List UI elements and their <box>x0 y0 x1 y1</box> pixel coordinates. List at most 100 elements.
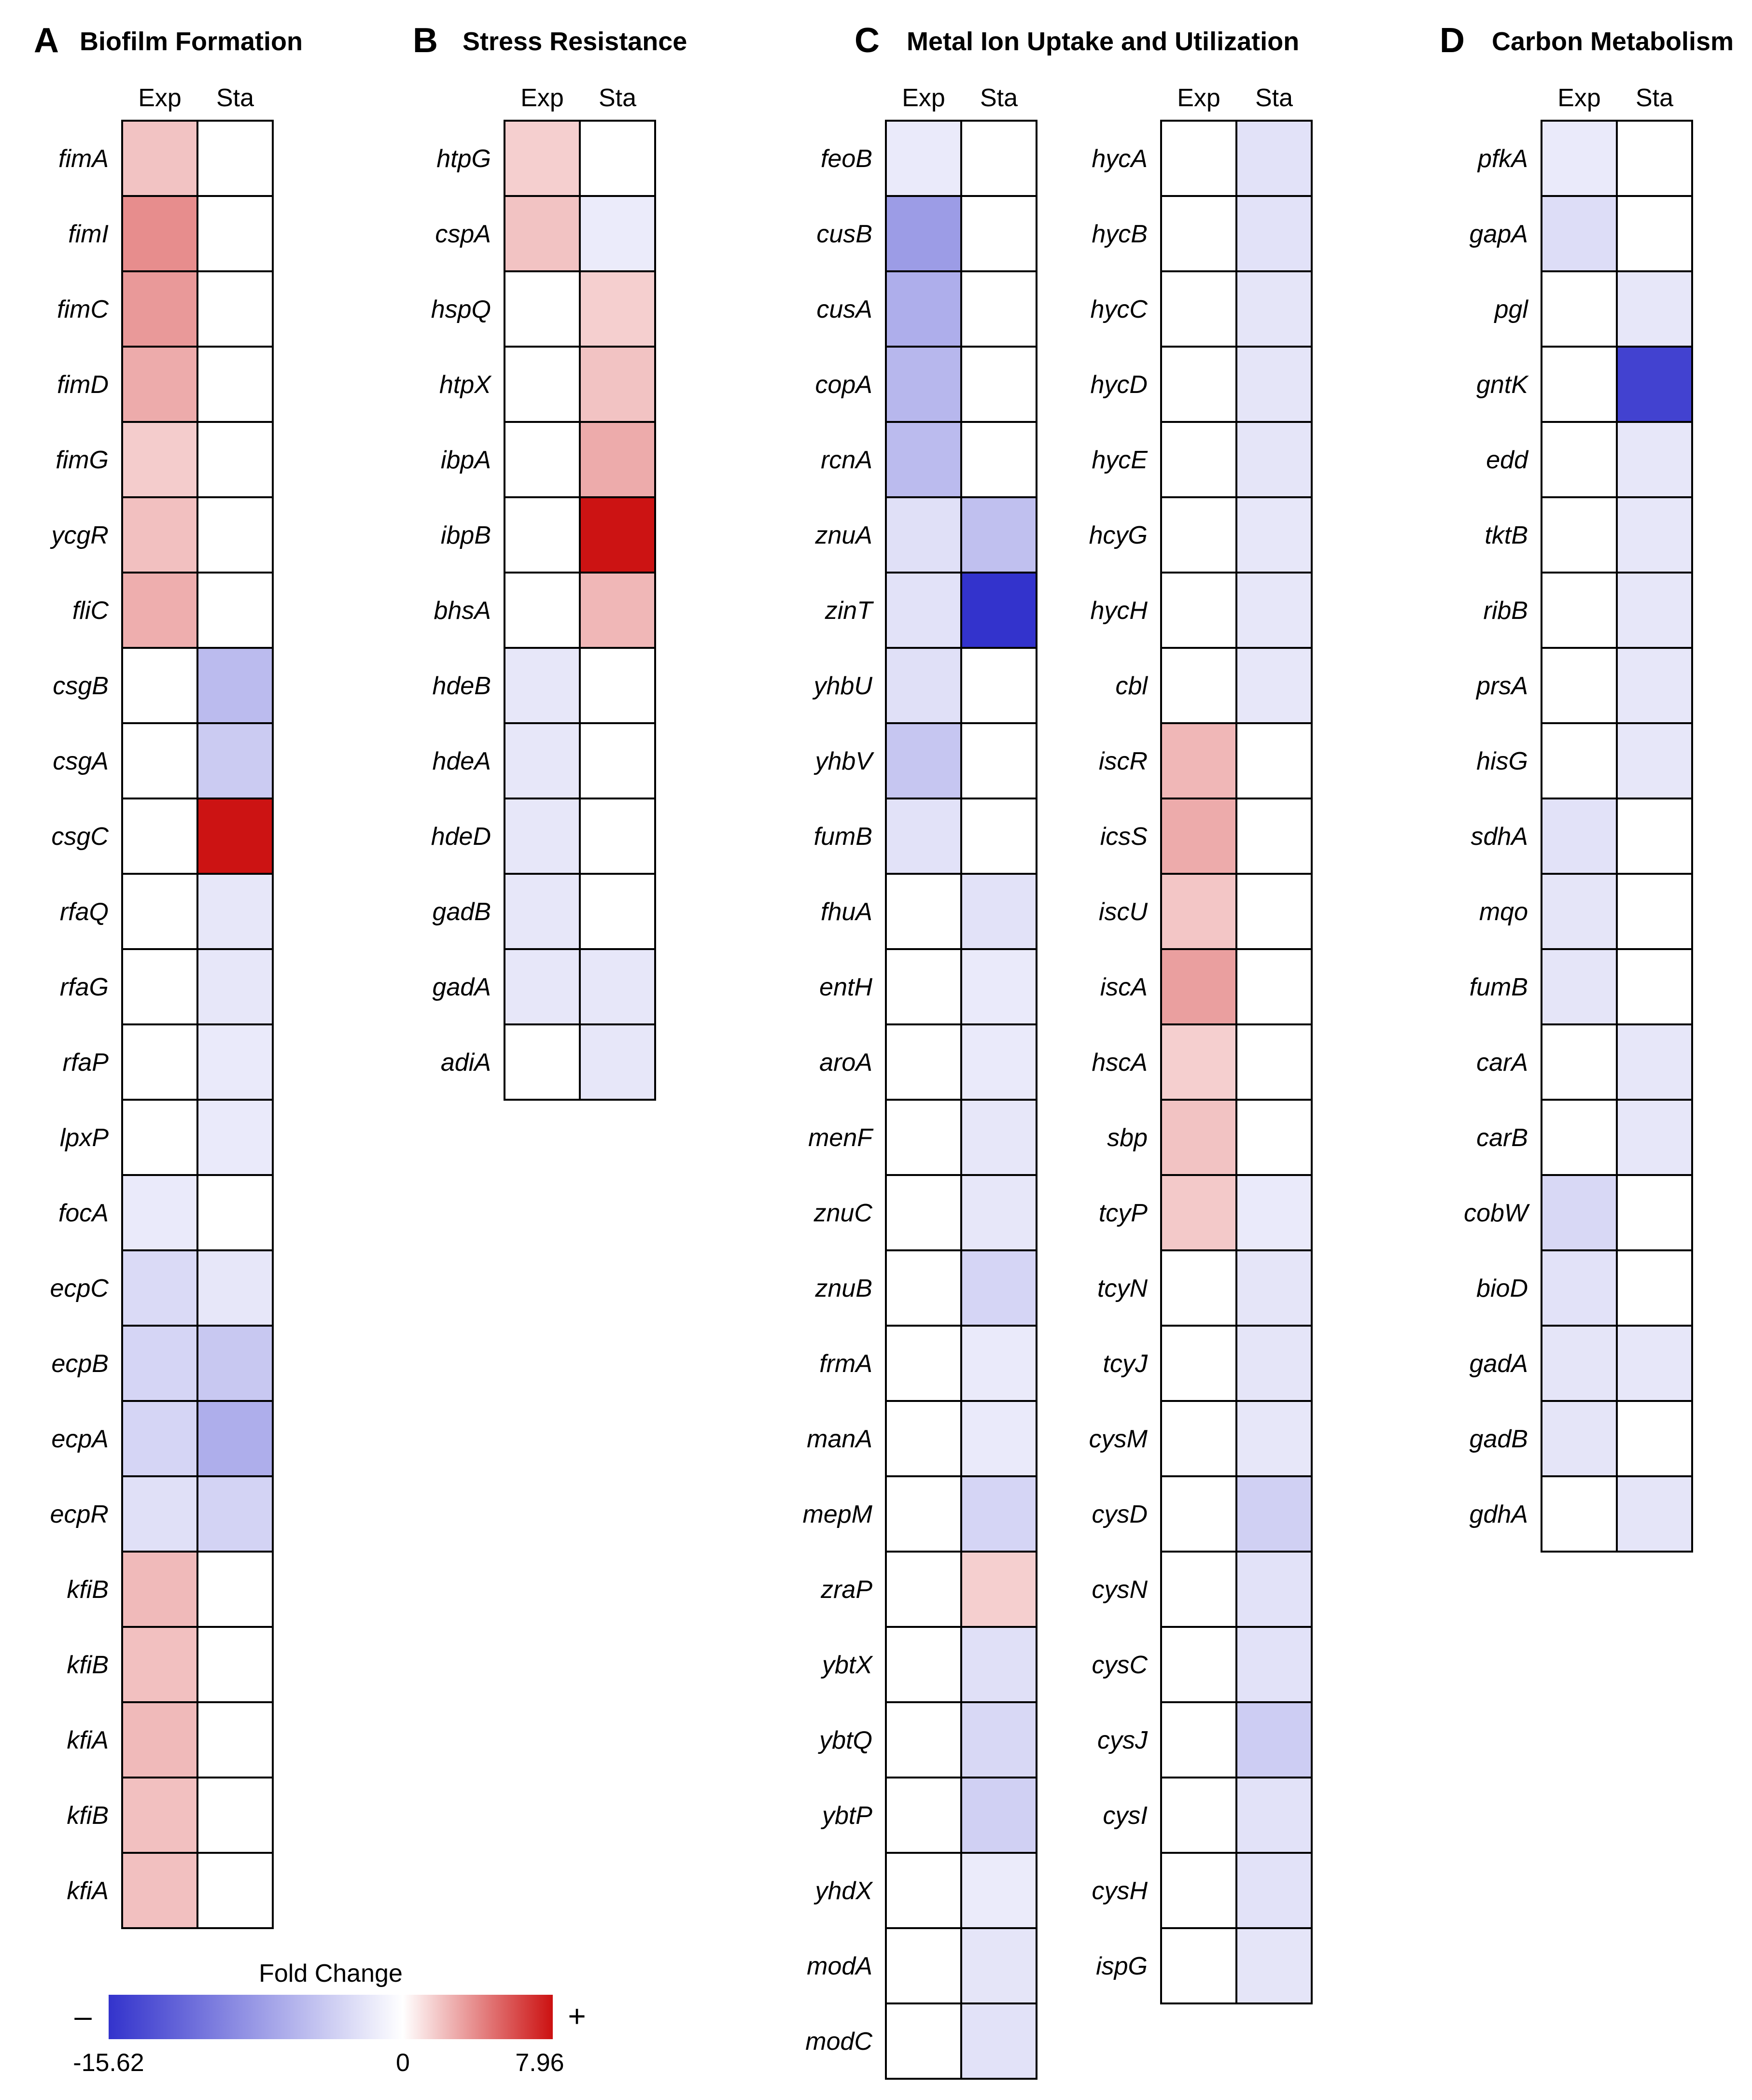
heatmap-cell <box>960 948 1037 1025</box>
heatmap-cell <box>579 798 656 875</box>
heatmap-cell <box>1235 722 1313 799</box>
heatmap-cell <box>196 1099 274 1176</box>
heatmap-cell <box>121 1701 198 1778</box>
heatmap-cell <box>196 496 274 574</box>
heatmap-cell <box>121 1174 198 1251</box>
heatmap-cell <box>1235 1551 1313 1628</box>
gene-label: tcyJ <box>1103 1350 1148 1378</box>
gene-label: hycD <box>1091 371 1148 399</box>
gene-label: fimA <box>58 145 109 173</box>
heatmap-cell <box>121 1099 198 1176</box>
heatmap-cell <box>1541 948 1618 1025</box>
heatmap-cell <box>579 195 656 272</box>
heatmap-cell <box>1541 1023 1618 1101</box>
heatmap-cell <box>885 496 962 574</box>
gene-label: prsA <box>1475 672 1528 700</box>
heatmap-cell <box>1235 195 1313 272</box>
gene-label: cysC <box>1092 1651 1148 1679</box>
heatmap-cell <box>1616 948 1693 1025</box>
heatmap-cell <box>1541 1099 1618 1176</box>
legend-max-label: 7.96 <box>515 2049 564 2077</box>
column-header-exp: Exp <box>1177 84 1220 112</box>
heatmap-cell <box>121 195 198 272</box>
column-header-sta: Sta <box>1255 84 1293 112</box>
heatmap-cell <box>579 572 656 649</box>
gene-label: hdeD <box>431 823 491 851</box>
heatmap-cell <box>1541 647 1618 724</box>
heatmap-cell <box>960 2002 1037 2080</box>
heatmap-cell <box>1235 873 1313 950</box>
heatmap-cell <box>504 496 581 574</box>
gene-label: hycH <box>1091 597 1148 625</box>
heatmap-cell <box>121 346 198 423</box>
gene-label: yhbV <box>813 747 874 775</box>
gene-label: menF <box>808 1124 874 1152</box>
gene-label: fimG <box>56 446 109 474</box>
heatmap-cell <box>504 1023 581 1101</box>
heatmap-cell <box>885 1325 962 1402</box>
heatmap-cell <box>579 270 656 348</box>
heatmap-cell <box>1616 270 1693 348</box>
gene-label: gadA <box>1470 1350 1528 1378</box>
heatmap-cell <box>885 1551 962 1628</box>
heatmap-cell <box>196 1325 274 1402</box>
heatmap-cell <box>196 346 274 423</box>
heatmap-cell <box>121 120 198 197</box>
heatmap-cell <box>1160 722 1237 799</box>
panel-letter: B <box>413 21 438 60</box>
gene-label: rfaQ <box>60 898 109 926</box>
heatmap-cell <box>1541 798 1618 875</box>
heatmap-cell <box>885 1023 962 1101</box>
heatmap-cell <box>196 1249 274 1327</box>
gene-label: bhsA <box>434 597 491 625</box>
heatmap-cell <box>1235 1927 1313 2004</box>
gene-label: kfiB <box>67 1576 109 1604</box>
gene-label: iscR <box>1099 747 1148 775</box>
gene-label: ispG <box>1096 1952 1148 1980</box>
gene-label: aroA <box>819 1049 872 1077</box>
heatmap-cell <box>1616 421 1693 498</box>
heatmap-cell <box>1160 798 1237 875</box>
heatmap-cell <box>1160 1174 1237 1251</box>
gene-label: tktB <box>1485 521 1528 549</box>
gene-label: csgB <box>53 672 109 700</box>
gene-label: lpxP <box>60 1124 109 1152</box>
heatmap-cell <box>1616 195 1693 272</box>
heatmap-cell <box>504 722 581 799</box>
heatmap-cell <box>1616 572 1693 649</box>
heatmap-cell <box>960 195 1037 272</box>
heatmap-cell <box>1616 798 1693 875</box>
heatmap-cell <box>196 1174 274 1251</box>
heatmap-cell <box>504 346 581 423</box>
column-header-sta: Sta <box>1636 84 1673 112</box>
gene-label: gntK <box>1476 371 1529 399</box>
heatmap-cell <box>1160 421 1237 498</box>
panel-title: Stress Resistance <box>463 27 687 56</box>
heatmap-cell <box>196 798 274 875</box>
heatmap-cell <box>885 421 962 498</box>
heatmap-cell <box>1541 572 1618 649</box>
heatmap-cell <box>1160 195 1237 272</box>
heatmap-cell <box>121 1777 198 1854</box>
heatmap-cell <box>1235 1626 1313 1703</box>
gene-label: gadB <box>433 898 491 926</box>
heatmap-cell <box>579 496 656 574</box>
heatmap-cell <box>196 647 274 724</box>
heatmap-cell <box>1235 1325 1313 1402</box>
heatmap-cell <box>1541 1400 1618 1477</box>
heatmap-cell <box>885 572 962 649</box>
gene-label: cobW <box>1464 1199 1530 1227</box>
gene-label: mepM <box>803 1500 873 1528</box>
gene-label: sdhA <box>1471 823 1528 851</box>
gene-label: fumB <box>1470 973 1528 1001</box>
gene-label: bioD <box>1476 1274 1528 1302</box>
heatmap-cell <box>885 1174 962 1251</box>
heatmap-cell <box>960 873 1037 950</box>
heatmap-cell <box>1235 798 1313 875</box>
heatmap-panel-1: A Biofilm Formation Exp Sta fimA fimI fimC fimD… <box>34 21 303 1929</box>
gene-label: htpX <box>439 371 492 399</box>
heatmap-cell <box>1616 120 1693 197</box>
heatmap-cell <box>1235 1023 1313 1101</box>
heatmap-cell <box>885 1099 962 1176</box>
